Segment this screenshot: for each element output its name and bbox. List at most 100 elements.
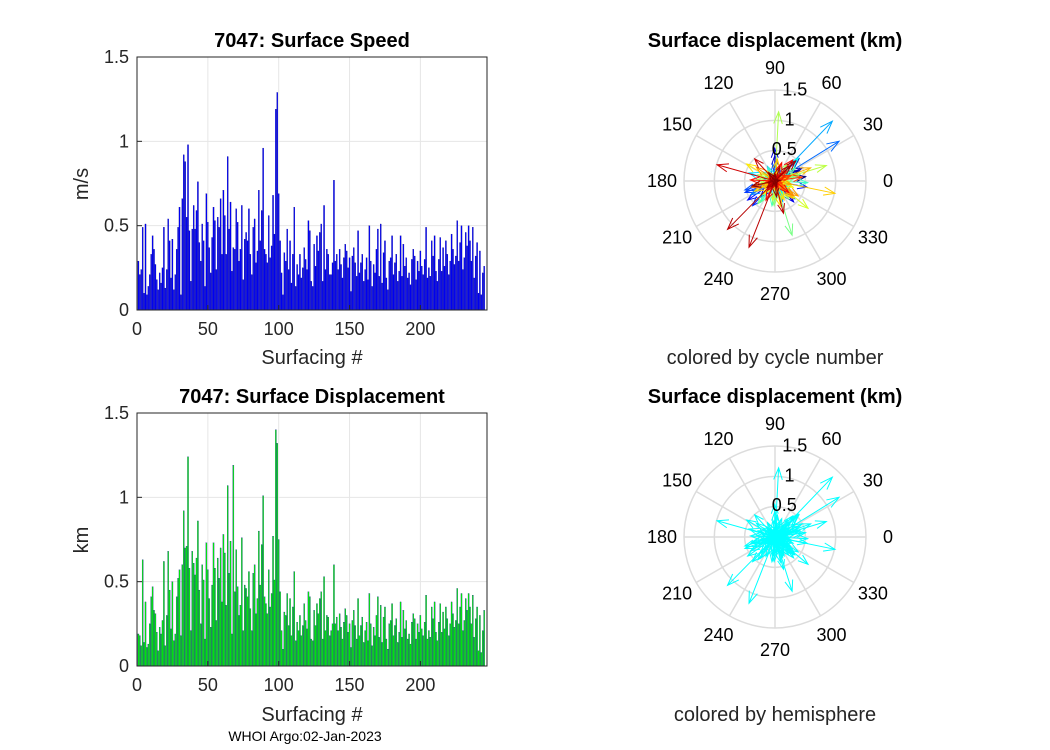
bar xyxy=(160,282,162,311)
bar xyxy=(316,603,318,667)
bar xyxy=(224,552,226,667)
polar-radius-label: 1 xyxy=(785,465,795,485)
vector-arrowhead xyxy=(784,579,794,593)
bar xyxy=(338,249,341,311)
bar xyxy=(463,620,466,667)
vector-arrowhead xyxy=(726,217,740,231)
bar xyxy=(324,269,327,311)
bar xyxy=(190,630,192,667)
bar xyxy=(256,250,259,311)
bar xyxy=(419,615,422,667)
bar xyxy=(265,254,267,311)
vector-arrowhead xyxy=(800,523,813,532)
bar xyxy=(375,249,378,311)
bar xyxy=(195,557,198,667)
bar xyxy=(252,227,254,311)
polar-angle-label: 90 xyxy=(765,58,785,78)
bar xyxy=(290,635,293,667)
vector-arrowhead xyxy=(715,163,730,173)
bar xyxy=(234,591,236,667)
bar xyxy=(197,181,199,311)
bar xyxy=(154,613,157,667)
bar xyxy=(465,598,467,667)
bar xyxy=(235,208,237,311)
bar xyxy=(303,247,305,311)
bar xyxy=(272,536,274,667)
bar xyxy=(449,260,451,311)
bar xyxy=(259,240,261,311)
bar xyxy=(433,601,436,667)
bar xyxy=(421,266,423,311)
bar xyxy=(323,576,325,667)
bar xyxy=(297,630,300,667)
polar-angle-label: 150 xyxy=(662,115,692,135)
polar-hemisphere-caption: colored by hemisphere xyxy=(674,704,876,726)
bar xyxy=(292,254,294,311)
polar-angle-label: 270 xyxy=(760,640,790,660)
bar xyxy=(141,227,144,311)
vector-arrowhead xyxy=(772,157,781,169)
bar xyxy=(363,281,365,311)
vector-arrowhead xyxy=(747,172,759,180)
bar xyxy=(255,262,257,311)
bar xyxy=(229,201,232,311)
bar xyxy=(219,547,222,667)
bar xyxy=(141,559,144,667)
bar xyxy=(469,606,471,667)
bar xyxy=(309,230,311,311)
bar xyxy=(151,586,154,667)
bar xyxy=(251,630,253,667)
vector-arrowhead xyxy=(747,528,759,536)
bar xyxy=(266,262,269,311)
bar xyxy=(363,642,365,667)
bar xyxy=(173,640,175,667)
bar xyxy=(418,632,420,667)
vector-arrowhead xyxy=(777,546,785,558)
bar xyxy=(429,276,432,311)
bar xyxy=(139,274,141,311)
bar xyxy=(429,637,432,667)
bar xyxy=(259,584,261,667)
polar-cycle-labels: 0 30 60 90 120 150 180 210 240 270 300 330 0.5 1 1.5 xyxy=(647,58,893,304)
x-tick-label: 150 xyxy=(335,319,365,339)
bar xyxy=(482,630,484,667)
polar-cycle-title: Surface displacement (km) xyxy=(648,30,903,52)
bar xyxy=(209,272,212,311)
bar xyxy=(287,269,290,311)
bar xyxy=(334,623,337,667)
vector-arrowhead xyxy=(822,186,837,196)
vector-arrowhead xyxy=(753,513,764,525)
vector-arrowhead xyxy=(755,522,766,532)
polar-hemisphere-arrows xyxy=(715,466,841,605)
x-tick-label: 100 xyxy=(264,319,294,339)
bar xyxy=(333,564,335,667)
bar xyxy=(320,591,322,667)
bar xyxy=(214,220,216,311)
bar xyxy=(285,615,287,667)
bar xyxy=(215,620,218,667)
bar xyxy=(246,596,249,667)
vector-arrowhead xyxy=(775,161,783,172)
bar xyxy=(358,635,361,667)
bar xyxy=(151,235,154,311)
bar xyxy=(229,541,232,667)
bar xyxy=(436,640,439,667)
bar xyxy=(479,615,481,667)
bar xyxy=(329,274,331,311)
polar-cycle-arrows xyxy=(715,110,841,249)
polar-radius-label: 1 xyxy=(785,109,795,129)
vector-arrowhead xyxy=(792,530,804,539)
vector-arrowhead xyxy=(743,539,755,548)
polar-spoke xyxy=(728,536,776,617)
bar xyxy=(183,154,185,311)
bar xyxy=(406,638,409,667)
bar xyxy=(380,223,382,311)
bar xyxy=(244,584,246,667)
bar xyxy=(198,242,201,311)
x-tick-label: 50 xyxy=(198,319,218,339)
bar xyxy=(153,610,155,667)
bar xyxy=(300,635,303,667)
bar xyxy=(253,564,256,667)
polar-angle-label: 210 xyxy=(662,228,692,248)
bar xyxy=(283,611,286,667)
